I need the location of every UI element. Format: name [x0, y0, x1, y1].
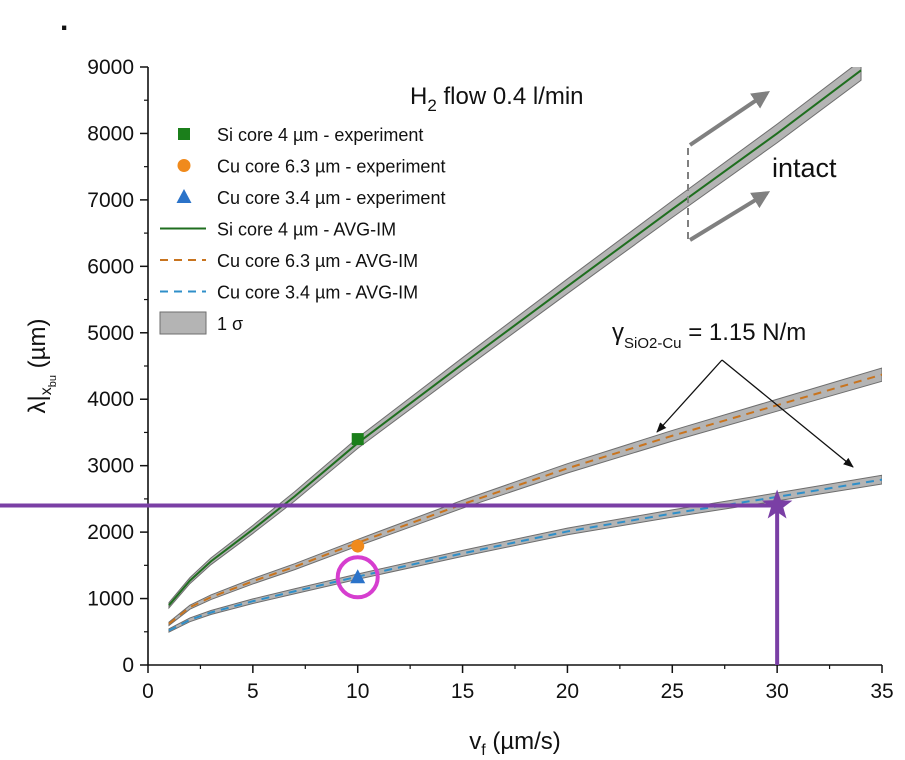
corner-dot: . — [60, 4, 68, 37]
sigma-band — [168, 367, 882, 627]
legend-label: Cu core 3.4 µm - AVG-IM — [217, 283, 418, 303]
target-star — [761, 489, 793, 519]
legend-swatch — [178, 128, 190, 140]
legend-label: Si core 4 µm - experiment — [217, 125, 423, 145]
y-tick-label: 3000 — [87, 455, 134, 478]
y-tick-label: 6000 — [87, 255, 134, 278]
y-axis-title: λ|xbu (µm) — [24, 319, 59, 414]
legend-item: 1 σ — [159, 311, 243, 335]
intact-arrow-lower — [688, 191, 771, 242]
y-tick-label: 9000 — [87, 56, 134, 79]
x-tick-label: 20 — [556, 680, 579, 703]
legend-item: Si core 4 µm - AVG-IM — [160, 220, 396, 240]
gamma-arrow-2 — [721, 359, 854, 468]
flow-annotation: H2 flow 0.4 l/min — [410, 83, 584, 115]
y-tick-label: 2000 — [87, 521, 134, 544]
marker-cu-core-circle — [351, 539, 365, 553]
y-tick-label: 1000 — [87, 588, 134, 611]
legend-item: Si core 4 µm - experiment — [178, 125, 423, 145]
series-line — [168, 69, 862, 606]
y-tick-label: 0 — [122, 654, 134, 677]
x-tick-label: 30 — [765, 680, 788, 703]
legend-item: Cu core 6.3 µm - AVG-IM — [160, 251, 418, 271]
y-tick-label: 5000 — [87, 322, 134, 345]
legend: Si core 4 µm - experiment Cu core 6.3 µm … — [159, 125, 445, 335]
gamma-arrow-1 — [656, 359, 723, 433]
intact-arrow-upper — [688, 90, 770, 147]
legend-item: Cu core 6.3 µm - experiment — [177, 157, 445, 177]
legend-item: Cu core 3.4 µm - AVG-IM — [160, 283, 418, 303]
annotations: . H2 flow 0.4 l/min intact γSiO2-Cu = 1.15 … — [0, 4, 854, 665]
x-tick-label: 0 — [142, 680, 154, 703]
x-axis-title: vf (µm/s) — [469, 728, 561, 759]
x-tick-label: 10 — [346, 680, 369, 703]
marker-cu-core-triangle — [350, 569, 366, 584]
legend-swatch — [177, 159, 191, 172]
x-tick-label: 35 — [870, 680, 893, 703]
axes: 0 5 10 15 20 25 30 35 0 1000 2000 3000 4000 5000 6000 7… — [24, 56, 894, 759]
highlight-ring — [335, 555, 380, 600]
gamma-annotation: γSiO2-Cu = 1.15 N/m — [612, 319, 806, 352]
intact-label: intact — [772, 153, 837, 183]
x-tick-label: 15 — [451, 680, 474, 703]
legend-label: Cu core 6.3 µm - experiment — [217, 157, 445, 177]
y-tick-label: 4000 — [87, 388, 134, 411]
x-tick-label: 5 — [247, 680, 259, 703]
x-tick-label: 25 — [661, 680, 684, 703]
legend-label: Cu core 3.4 µm - experiment — [217, 188, 445, 208]
legend-label: 1 σ — [217, 314, 243, 334]
y-tick-label: 7000 — [87, 189, 134, 212]
series-line — [168, 373, 882, 625]
data-markers — [335, 433, 793, 600]
legend-swatch — [176, 189, 192, 203]
legend-label: Si core 4 µm - AVG-IM — [217, 220, 396, 240]
error-bands — [168, 67, 882, 633]
marker-si-core-square — [351, 433, 364, 446]
legend-label: Cu core 6.3 µm - AVG-IM — [217, 251, 418, 271]
y-tick-label: 8000 — [87, 122, 134, 145]
legend-item: Cu core 3.4 µm - experiment — [176, 188, 445, 208]
legend-swatch — [159, 311, 207, 335]
